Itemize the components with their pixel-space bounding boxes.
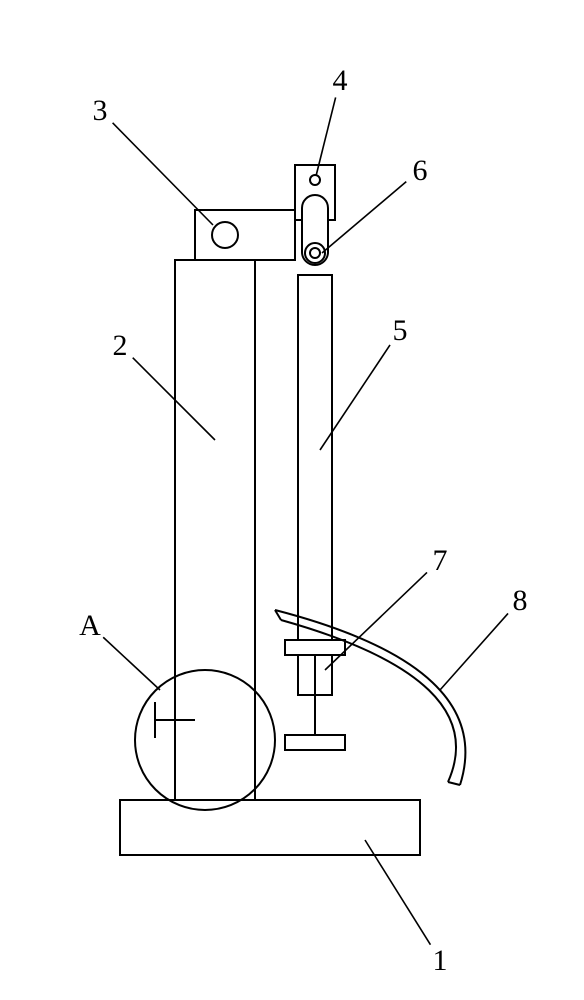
callout-label-6: 6 [413,154,428,187]
callout-label-4: 4 [333,64,348,97]
callout-label-A: A [79,609,101,642]
callout-label-2: 2 [113,329,128,362]
technical-diagram: 3 4 6 2 5 7 8 A 1 [0,0,584,1000]
callout-label-5: 5 [393,314,408,347]
callout-label-7: 7 [433,544,448,577]
callout-label-8: 8 [513,584,528,617]
callout-label-1: 1 [433,944,448,977]
callout-label-3: 3 [93,94,108,127]
